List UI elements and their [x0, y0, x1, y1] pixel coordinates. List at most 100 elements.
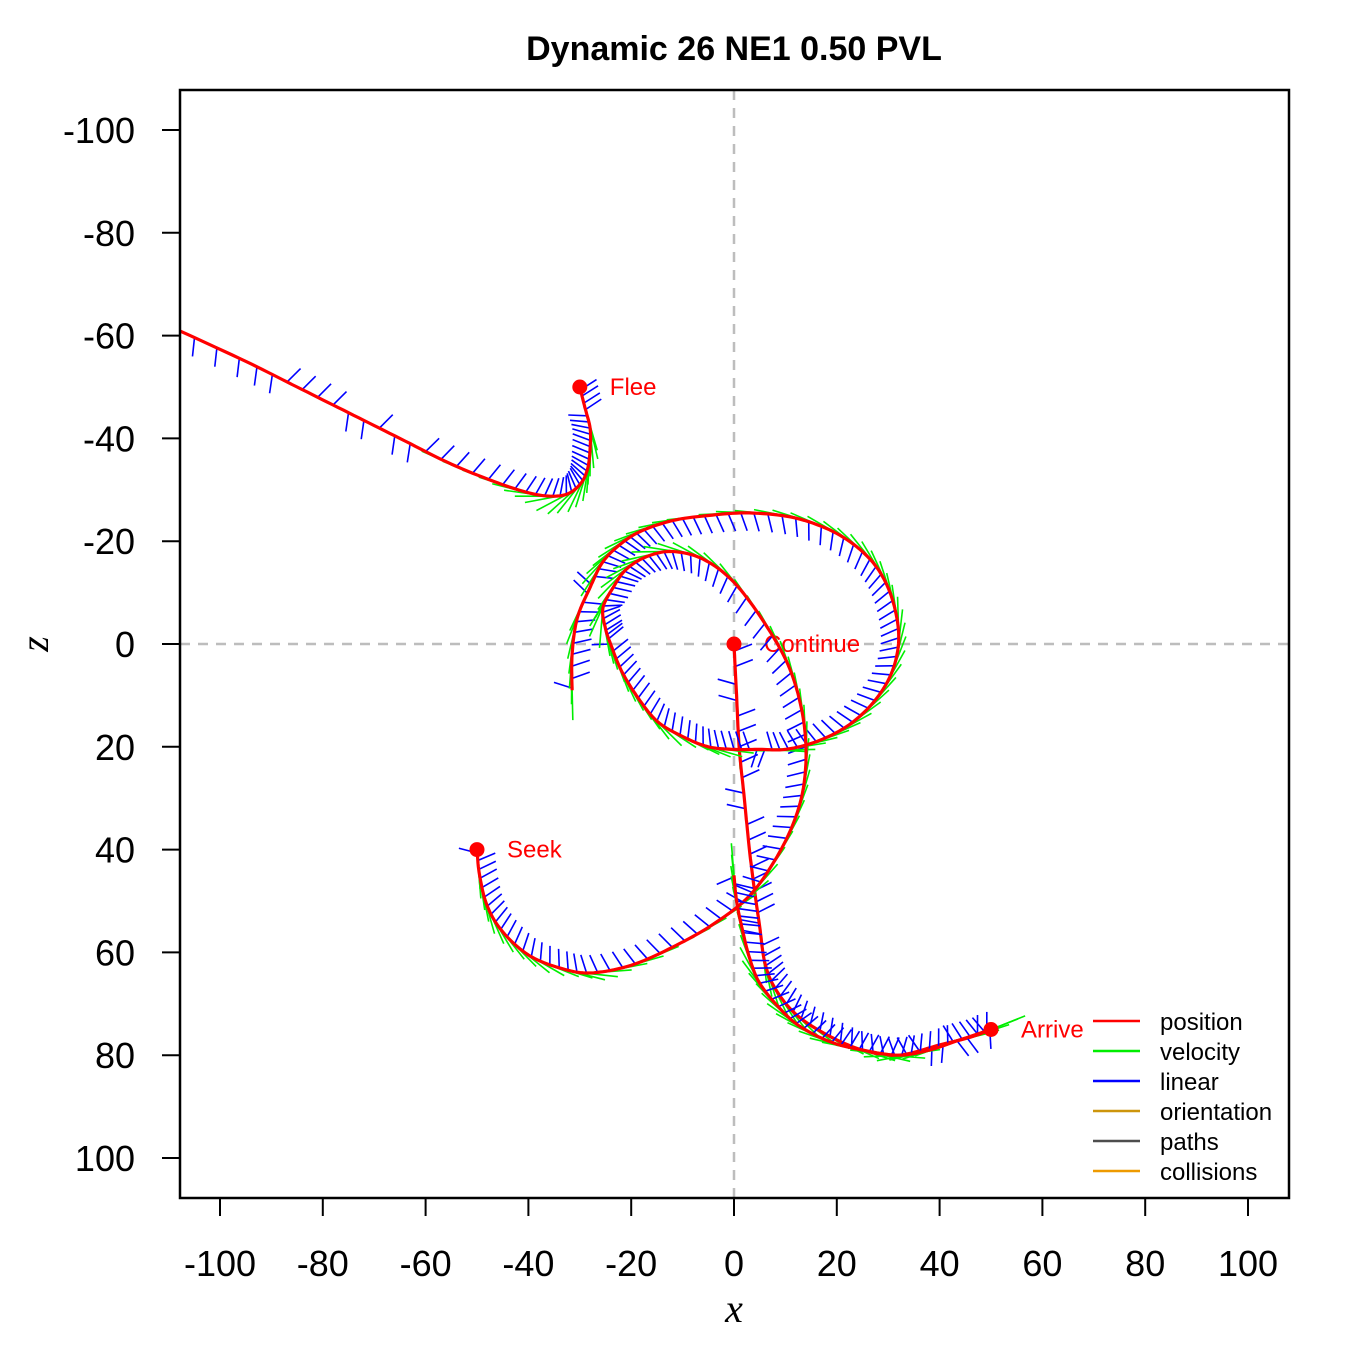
linear-marker	[772, 825, 792, 829]
legend-label-linear: linear	[1160, 1069, 1219, 1096]
y-tick-label: 40	[95, 830, 135, 871]
linear-marker	[838, 537, 845, 557]
legend-label-orientation: orientation	[1160, 1099, 1272, 1126]
linear-marker	[907, 1034, 921, 1052]
linear-marker	[571, 648, 591, 656]
x-axis-label: x	[724, 1286, 743, 1331]
x-tick-label: 0	[724, 1243, 744, 1284]
linear-marker	[487, 464, 502, 480]
y-axis: -100 -80 -60 -40 -20 0 20 40 60 80 100	[63, 110, 181, 1179]
linear-marker	[598, 567, 618, 573]
linear-marker	[965, 1019, 979, 1036]
x-tick-label: -60	[400, 1243, 452, 1284]
linear-marker	[655, 552, 668, 570]
linear-marker	[581, 385, 599, 397]
linear-marker	[778, 731, 789, 750]
linear-marker	[771, 659, 787, 675]
linear-marker	[802, 1015, 819, 1030]
reference-lines	[180, 90, 1289, 1198]
linear-marker	[703, 515, 714, 534]
linear-marker	[571, 455, 589, 467]
linear-marker	[632, 674, 646, 691]
linear-marker	[477, 852, 496, 862]
linear-marker	[580, 954, 588, 974]
linear-marker	[616, 580, 636, 587]
linear-marker	[779, 684, 796, 697]
linear-marker	[585, 398, 602, 411]
linear-marker	[829, 1017, 834, 1037]
linear-marker	[572, 433, 591, 442]
linear-marker	[566, 473, 573, 493]
track-continue: Continue	[717, 631, 1026, 1067]
start-point-arrive	[983, 1022, 999, 1037]
linear-marker	[762, 844, 782, 850]
linear-marker	[618, 544, 636, 557]
linear-marker	[726, 585, 738, 603]
linear-marker	[910, 1035, 916, 1055]
linear-marker	[494, 906, 508, 923]
linear-marker	[734, 882, 754, 889]
linear-marker	[704, 562, 711, 582]
linear-marker	[748, 831, 767, 841]
linear-marker	[711, 568, 720, 587]
linear-marker	[777, 998, 796, 1008]
linear-marker	[879, 618, 898, 629]
linear-marker	[868, 1034, 880, 1052]
linear-marker	[594, 575, 614, 580]
linear-marker	[725, 788, 744, 794]
linear-marker	[741, 923, 761, 927]
linear-marker	[849, 1030, 861, 1048]
track-seek: Seek	[458, 508, 907, 981]
agent-label-arrive: Arrive	[1021, 1017, 1084, 1044]
linear-marker	[744, 610, 757, 627]
linear-marker	[552, 477, 560, 497]
start-point-continue	[726, 636, 742, 652]
linear-marker	[604, 614, 622, 626]
linear-marker	[887, 1037, 896, 1056]
linear-marker	[332, 391, 348, 406]
legend-label-paths: paths	[1160, 1129, 1219, 1156]
linear-marker	[624, 540, 641, 553]
x-tick-label: 60	[1022, 1243, 1062, 1284]
linear-marker	[566, 951, 569, 971]
linear-marker	[629, 536, 646, 550]
plot-area: Flee Continue Seek Arrive	[180, 329, 1084, 1067]
linear-marker	[828, 715, 845, 729]
linear-marker	[755, 892, 774, 903]
linear-marker	[576, 619, 596, 623]
linear-marker	[878, 609, 896, 621]
linear-marker	[571, 459, 588, 472]
linear-marker	[870, 1033, 874, 1053]
legend-label-position: position	[1160, 1009, 1243, 1036]
y-axis-label: z	[12, 636, 57, 653]
linear-marker	[539, 942, 543, 962]
x-tick-label: 20	[817, 1243, 857, 1284]
linear-marker	[572, 438, 591, 448]
linear-marker	[765, 954, 782, 967]
linear-marker	[697, 557, 701, 577]
linear-marker	[513, 926, 524, 945]
linear-marker	[860, 1031, 864, 1051]
linear-marker	[692, 516, 703, 535]
linear-marker	[643, 690, 656, 707]
agent-label-continue: Continue	[764, 631, 860, 658]
linear-marker	[766, 731, 773, 751]
linear-marker	[705, 906, 722, 920]
linear-marker	[629, 565, 646, 578]
linear-marker	[608, 626, 624, 640]
linear-marker	[643, 529, 658, 545]
linear-marker	[766, 647, 781, 663]
linear-marker	[613, 586, 632, 593]
linear-marker	[671, 712, 677, 732]
linear-marker	[589, 954, 599, 973]
linear-marker	[602, 605, 621, 613]
linear-marker	[761, 936, 780, 947]
y-tick-label: -20	[83, 521, 135, 562]
linear-marker	[874, 590, 891, 604]
agent-label-flee: Flee	[610, 374, 657, 401]
linear-marker	[268, 374, 274, 394]
linear-marker	[728, 730, 735, 750]
linear-marker	[820, 719, 836, 734]
linear-marker	[471, 458, 486, 474]
linear-marker	[648, 555, 662, 572]
